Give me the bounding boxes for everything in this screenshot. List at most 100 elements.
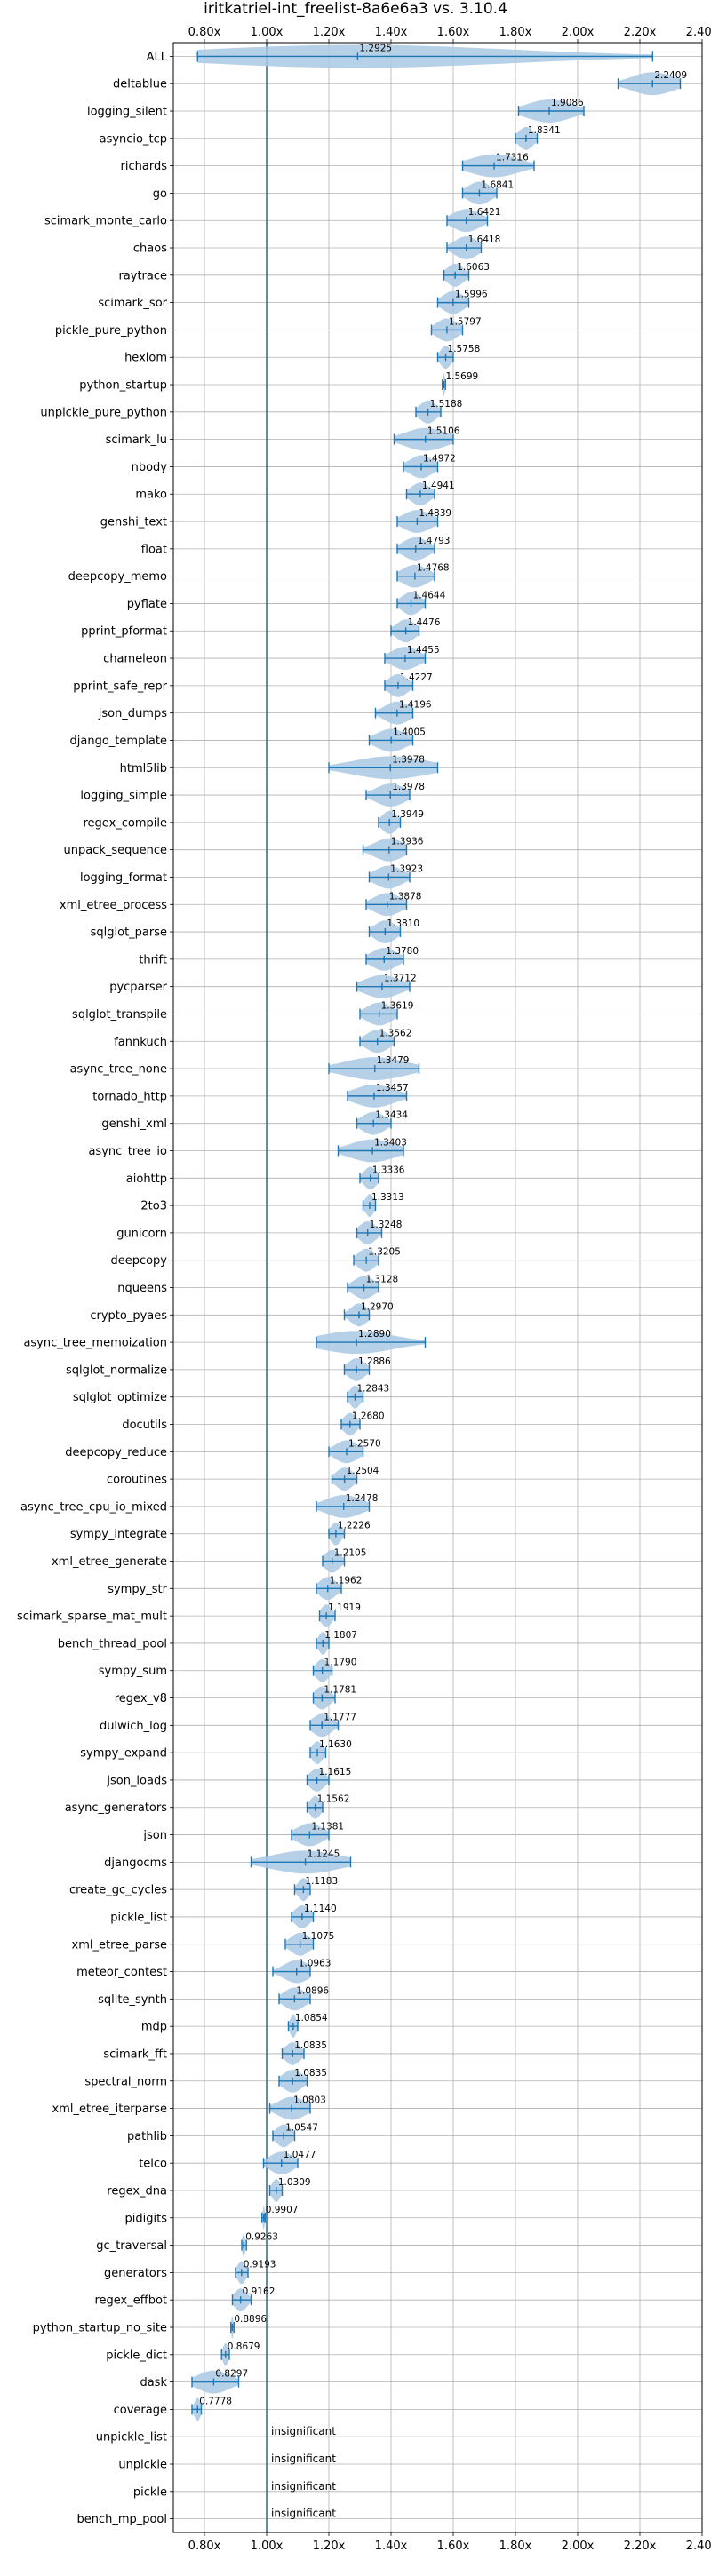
y-tick-label: fannkuch bbox=[114, 1036, 167, 1049]
median-label: 1.1075 bbox=[302, 1931, 335, 1942]
median-label: 1.4768 bbox=[417, 563, 450, 574]
plot-frame bbox=[172, 42, 703, 2533]
median-label: 0.7778 bbox=[199, 2396, 232, 2406]
y-tick-label: sqlglot_transpile bbox=[72, 1008, 167, 1022]
x-tick-label-bottom: 1.00x bbox=[251, 2540, 284, 2553]
median-label: 1.2970 bbox=[361, 1301, 394, 1312]
x-tick-label-bottom: 1.40x bbox=[375, 2540, 408, 2553]
y-tick-label: go bbox=[153, 187, 167, 201]
y-tick-label: xml_etree_iterparse bbox=[52, 2103, 167, 2116]
median-label: 1.0896 bbox=[296, 1985, 329, 1996]
median-label: 1.0477 bbox=[284, 2150, 316, 2160]
median-label: 1.4793 bbox=[418, 536, 451, 546]
y-tick-label: pathlib bbox=[127, 2130, 167, 2143]
y-tick-label: gc_traversal bbox=[96, 2239, 167, 2253]
median-label: 1.0963 bbox=[299, 1959, 332, 1969]
median-label: 1.3205 bbox=[368, 1247, 401, 1258]
y-tick-label: regex_dna bbox=[107, 2184, 167, 2198]
y-tick-label: generators bbox=[104, 2267, 167, 2280]
y-tick-label: logging_format bbox=[80, 871, 167, 885]
y-tick-label: xml_etree_generate bbox=[52, 1555, 167, 1569]
median-label: 1.8341 bbox=[528, 125, 561, 136]
x-tick-label-top: 2.40x bbox=[686, 26, 711, 39]
y-tick-label: scimark_monte_carlo bbox=[44, 215, 167, 228]
median-label: 0.9193 bbox=[244, 2259, 276, 2270]
median-label: 1.3403 bbox=[374, 1137, 407, 1148]
y-tick-label: sqlglot_optimize bbox=[73, 1391, 167, 1404]
median-label: 1.3248 bbox=[370, 1220, 403, 1230]
y-tick-label: scimark_fft bbox=[103, 2047, 167, 2061]
y-tick-label: mako bbox=[135, 489, 167, 502]
median-label: 0.8297 bbox=[215, 2369, 248, 2380]
median-label: 1.1919 bbox=[328, 1602, 361, 1613]
y-tick-label: async_tree_cpu_io_mixed bbox=[20, 1500, 167, 1514]
y-tick-label: dulwich_log bbox=[100, 1720, 167, 1733]
y-tick-label: regex_compile bbox=[83, 816, 167, 830]
x-tick-label-bottom: 1.80x bbox=[499, 2540, 532, 2553]
median-label: 1.3712 bbox=[384, 974, 417, 984]
x-tick-label-top: 1.60x bbox=[437, 26, 470, 39]
median-label: 1.1962 bbox=[330, 1575, 363, 1586]
x-tick-label-bottom: 2.40x bbox=[686, 2540, 711, 2553]
median-label: 1.6421 bbox=[468, 207, 501, 218]
y-tick-label: meteor_contest bbox=[76, 1966, 167, 1979]
y-tick-label: deltablue bbox=[113, 78, 167, 91]
y-tick-label: deepcopy bbox=[110, 1254, 167, 1268]
y-tick-label: sympy_sum bbox=[99, 1665, 167, 1678]
y-tick-label: 2to3 bbox=[140, 1200, 167, 1213]
y-tick-label: pickle bbox=[133, 2485, 167, 2499]
y-tick-label: coroutines bbox=[107, 1474, 167, 1487]
x-tick-label-top: 1.40x bbox=[375, 26, 408, 39]
y-tick-label: pickle_dict bbox=[106, 2349, 167, 2362]
median-label: 1.4941 bbox=[422, 481, 455, 491]
median-label: 1.1245 bbox=[308, 1849, 340, 1859]
median-label: 1.0854 bbox=[295, 2013, 328, 2023]
y-tick-label: sympy_integrate bbox=[70, 1528, 167, 1541]
y-tick-label: xml_etree_parse bbox=[72, 1938, 167, 1952]
median-label: 1.3923 bbox=[390, 863, 423, 874]
y-tick-label: logging_silent bbox=[87, 106, 167, 119]
median-label: 1.3936 bbox=[391, 837, 424, 847]
y-tick-label: json_dumps bbox=[98, 707, 167, 720]
median-label: 1.3949 bbox=[391, 809, 424, 820]
median-label: 0.9162 bbox=[243, 2286, 276, 2297]
y-tick-label: unpickle bbox=[118, 2458, 167, 2471]
y-tick-label: chameleon bbox=[103, 653, 167, 666]
median-label: 1.1381 bbox=[311, 1822, 344, 1833]
median-label: 0.9907 bbox=[266, 2205, 299, 2215]
median-label: 1.9086 bbox=[551, 98, 584, 108]
median-label: 1.3780 bbox=[386, 946, 419, 957]
y-tick-label: asyncio_tcp bbox=[100, 132, 167, 146]
y-tick-label: scimark_sparse_mat_mult bbox=[17, 1610, 167, 1624]
median-label: 1.4455 bbox=[407, 645, 440, 656]
median-label: 1.2843 bbox=[357, 1384, 390, 1395]
y-tick-label: pyflate bbox=[127, 598, 167, 611]
median-label: 1.3313 bbox=[371, 1192, 404, 1203]
y-tick-label: djangocms bbox=[104, 1856, 167, 1870]
median-label: 1.3878 bbox=[389, 891, 422, 902]
y-tick-label: raytrace bbox=[118, 269, 167, 282]
y-tick-label: pickle_list bbox=[110, 1911, 167, 1924]
x-tick-label-top: 1.80x bbox=[499, 26, 532, 39]
x-tick-label-top: 2.20x bbox=[624, 26, 657, 39]
median-label: 1.2478 bbox=[346, 1493, 379, 1504]
median-label: 1.1807 bbox=[324, 1630, 357, 1641]
y-tick-label: gunicorn bbox=[116, 1227, 167, 1240]
x-tick-label-bottom: 1.60x bbox=[437, 2540, 470, 2553]
median-label: 1.3978 bbox=[392, 754, 425, 765]
median-label: 1.6063 bbox=[457, 262, 490, 273]
median-label: 1.1781 bbox=[324, 1685, 356, 1696]
y-tick-label: unpack_sequence bbox=[63, 844, 167, 857]
median-label: 1.4005 bbox=[393, 727, 426, 737]
median-label: 2.2409 bbox=[654, 70, 687, 81]
median-label: 1.0835 bbox=[294, 2040, 327, 2051]
median-label: 1.5699 bbox=[445, 371, 478, 382]
median-label: 1.6418 bbox=[468, 235, 501, 245]
y-tick-label: json_loads bbox=[106, 1774, 167, 1787]
median-label: 1.3479 bbox=[377, 1055, 410, 1066]
y-tick-label: float bbox=[141, 543, 167, 556]
y-tick-label: xml_etree_process bbox=[60, 899, 167, 912]
y-tick-label: regex_effbot bbox=[94, 2294, 167, 2308]
y-tick-label: pprint_pformat bbox=[81, 625, 167, 639]
y-tick-label: sqlglot_normalize bbox=[66, 1364, 167, 1377]
